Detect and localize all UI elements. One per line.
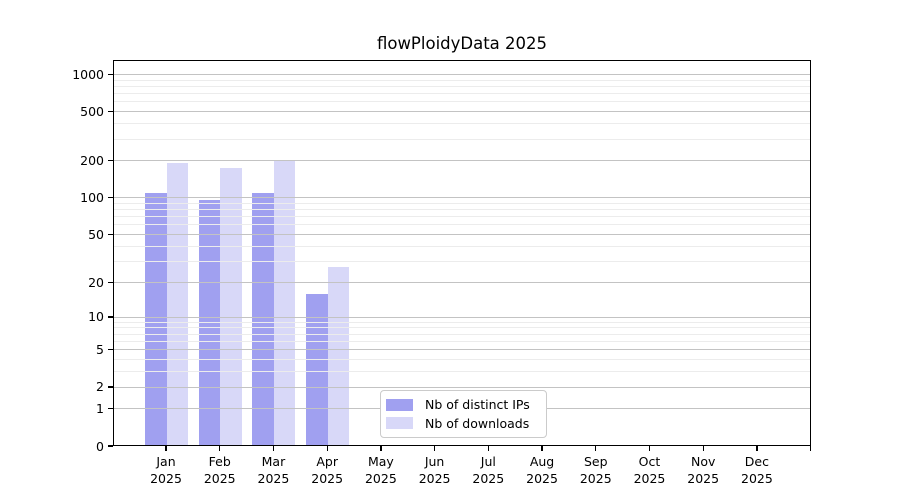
gridline-major bbox=[114, 316, 810, 318]
x-tick-mark bbox=[595, 446, 597, 451]
y-tick-mark bbox=[108, 160, 113, 162]
y-tick-label: 50 bbox=[88, 226, 104, 242]
gridline-major bbox=[114, 73, 810, 75]
y-tick-mark bbox=[108, 408, 113, 410]
bar-distinct-ips bbox=[145, 192, 167, 445]
gridline-major bbox=[114, 111, 810, 113]
y-tick-mark bbox=[108, 233, 113, 236]
y-tick-mark bbox=[108, 110, 113, 113]
x-tick-mark bbox=[326, 446, 328, 451]
gridline-minor bbox=[114, 260, 810, 262]
chart-title: flowPloidyData 2025 bbox=[376, 34, 548, 53]
gridline-minor bbox=[114, 202, 810, 204]
y-tick-label: 5 bbox=[96, 342, 104, 358]
x-tick-mark bbox=[541, 446, 543, 451]
x-tick-mark bbox=[380, 446, 382, 451]
gridline-minor bbox=[114, 138, 810, 140]
gridline-major bbox=[114, 234, 810, 236]
gridline-minor bbox=[114, 321, 810, 323]
y-tick-label: 0 bbox=[96, 438, 104, 454]
y-tick-mark bbox=[108, 73, 113, 75]
gridline-minor bbox=[114, 224, 810, 226]
bar-downloads bbox=[327, 267, 350, 445]
bar-downloads bbox=[166, 163, 188, 445]
x-tick-label: May 2025 bbox=[364, 454, 397, 486]
gridline-minor bbox=[114, 93, 810, 95]
x-tick-label: Jun 2025 bbox=[418, 454, 451, 486]
gridline-major bbox=[114, 349, 810, 351]
y-tick-label: 10 bbox=[88, 309, 104, 325]
x-tick-mark bbox=[487, 446, 490, 451]
x-tick-label: Oct 2025 bbox=[633, 454, 666, 486]
y-tick-label: 2 bbox=[96, 379, 104, 395]
gridline-major bbox=[114, 160, 810, 162]
x-tick-label: Jan 2025 bbox=[150, 454, 182, 486]
y-tick-label: 20 bbox=[88, 274, 104, 290]
gridline-minor bbox=[114, 333, 810, 335]
gridline-minor bbox=[114, 123, 810, 125]
x-tick-label: Nov 2025 bbox=[687, 454, 720, 486]
gridline-major bbox=[114, 386, 810, 388]
x-tick-mark bbox=[702, 446, 704, 451]
x-tick-label: Jul 2025 bbox=[472, 454, 505, 486]
y-tick-mark bbox=[108, 445, 113, 447]
y-tick-mark bbox=[108, 386, 113, 388]
x-tick-label: Sep 2025 bbox=[579, 454, 612, 486]
gridline-major bbox=[114, 281, 810, 283]
gridline-minor bbox=[114, 85, 810, 87]
legend: Nb of distinct IPs Nb of downloads bbox=[380, 390, 547, 438]
plot-area bbox=[113, 60, 811, 446]
legend-item: Nb of distinct IPs bbox=[386, 397, 540, 412]
x-tick-label: Apr 2025 bbox=[311, 454, 344, 486]
gridline-minor bbox=[114, 327, 810, 329]
x-tick-mark bbox=[165, 446, 167, 451]
x-tick-mark bbox=[219, 446, 221, 451]
gridline-minor bbox=[114, 245, 810, 247]
gridline-minor bbox=[114, 359, 810, 361]
y-tick-label: 1 bbox=[96, 401, 104, 417]
y-tick-mark bbox=[108, 316, 113, 318]
bar-downloads bbox=[220, 168, 242, 445]
gridline-minor bbox=[114, 371, 810, 373]
gridline-minor bbox=[114, 209, 810, 211]
legend-label: Nb of distinct IPs bbox=[425, 397, 530, 413]
y-tick-mark bbox=[108, 197, 113, 199]
gridline-minor bbox=[114, 79, 810, 81]
gridline-minor bbox=[114, 340, 810, 342]
gridline-minor bbox=[114, 216, 810, 218]
y-tick-label: 200 bbox=[80, 153, 104, 169]
x-tick-label: Dec 2025 bbox=[741, 454, 773, 486]
gridline-major bbox=[114, 197, 810, 199]
x-tick-label: Mar 2025 bbox=[257, 454, 290, 486]
y-tick-label: 500 bbox=[80, 103, 104, 119]
bar-downloads bbox=[273, 160, 296, 445]
y-tick-label: 100 bbox=[80, 190, 104, 206]
x-tick-mark bbox=[434, 446, 436, 451]
x-tick-label: Aug 2025 bbox=[526, 454, 558, 486]
y-tick-label: 1000 bbox=[72, 66, 104, 82]
x-tick-mark bbox=[756, 446, 758, 451]
x-tick-mark bbox=[272, 446, 275, 451]
legend-item: Nb of downloads bbox=[386, 416, 540, 431]
y-tick-mark bbox=[108, 281, 113, 283]
bar-distinct-ips bbox=[306, 293, 328, 445]
x-tick-mark bbox=[648, 446, 651, 451]
x-tick-label: Feb 2025 bbox=[203, 454, 236, 486]
gridline-minor bbox=[114, 101, 810, 103]
x-tick-mark-edge bbox=[809, 446, 811, 451]
y-tick-mark bbox=[108, 348, 113, 351]
legend-label: Nb of downloads bbox=[425, 415, 530, 431]
legend-swatch bbox=[386, 416, 413, 430]
legend-swatch bbox=[386, 398, 413, 412]
bar-distinct-ips bbox=[252, 192, 274, 445]
